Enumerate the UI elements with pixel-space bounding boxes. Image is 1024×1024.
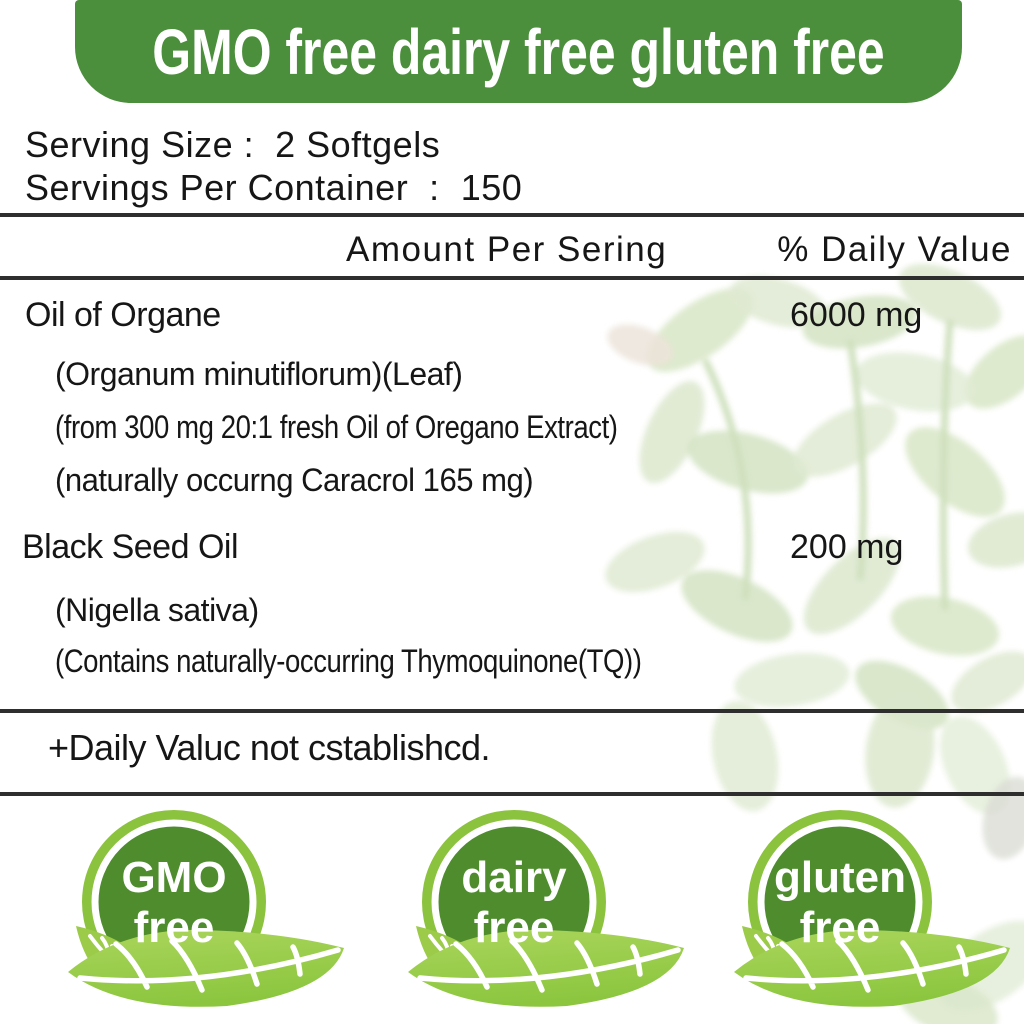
servings-per-container-line: Servings Per Container : 150 — [25, 167, 523, 208]
divider-header — [0, 276, 1024, 280]
serving-size-line: Serving Size : 2 Softgels — [25, 124, 441, 165]
badge-line1: gluten — [774, 853, 906, 902]
badge-line1: GMO — [121, 853, 226, 902]
gluten-free-badge: gluten free — [718, 810, 1018, 1010]
daily-value-header: % Daily Value — [777, 230, 1012, 269]
dairy-free-badge: dairy free — [392, 810, 692, 1010]
divider-footnote-top — [0, 709, 1024, 713]
gmo-free-badge: GMO free — [52, 810, 352, 1010]
ingredient-detail: (Nigella sativa) — [55, 592, 259, 628]
ingredient-detail: (Organum minutiflorum)(Leaf) — [55, 356, 463, 392]
ingredient-amount: 200 mg — [790, 528, 904, 566]
badge-line2: free — [800, 903, 881, 952]
ingredient-detail: (naturally occurng Caracrol 165 mg) — [55, 462, 534, 498]
banner-text: GMO free dairy free gluten free — [152, 15, 885, 88]
top-banner: GMO free dairy free gluten free — [75, 0, 962, 103]
ingredient-detail: (Contains naturally-occurring Thymoquino… — [55, 643, 642, 679]
ingredient-amount: 6000 mg — [790, 296, 923, 334]
badge-line2: free — [134, 903, 215, 952]
divider-top — [0, 213, 1024, 217]
badge-line1: dairy — [461, 853, 567, 902]
ingredient-name: Oil of Organe — [25, 296, 221, 334]
ingredient-name: Black Seed Oil — [22, 528, 239, 566]
ingredient-detail: (from 300 mg 20:1 fresh Oil of Oregano E… — [55, 409, 618, 445]
daily-value-footnote: +Daily Valuc not cstablishcd. — [48, 727, 491, 768]
divider-footnote-bottom — [0, 792, 1024, 796]
badge-line2: free — [474, 903, 555, 952]
amount-per-serving-header: Amount Per Sering — [346, 230, 668, 269]
